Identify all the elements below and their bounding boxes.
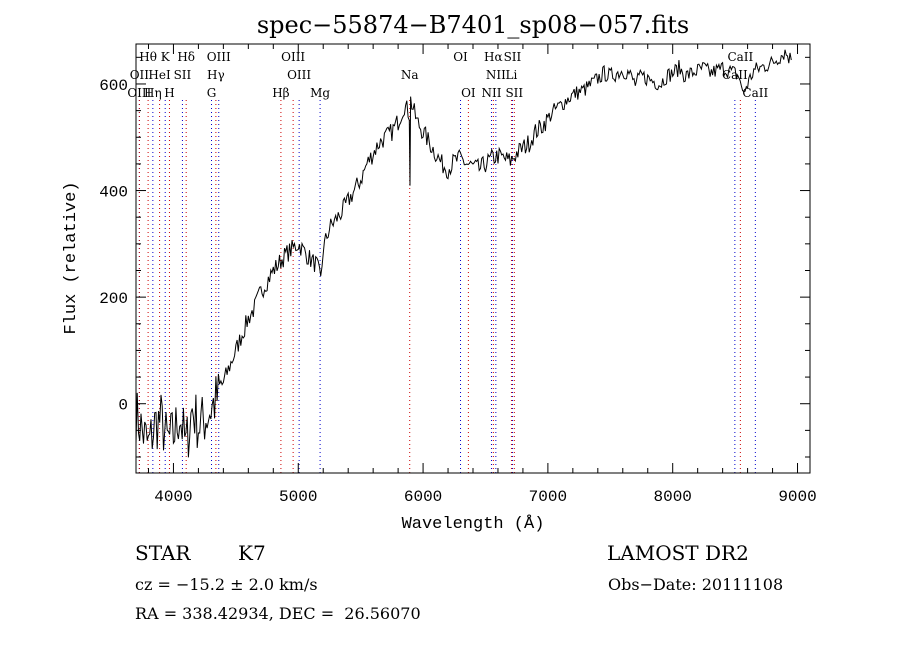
x-axis-tick-labels: 4000 5000 6000 7000 8000 9000 (154, 488, 816, 506)
marker-label: Hα (484, 50, 503, 64)
marker-label: OIII (287, 68, 311, 82)
marker-label: Hη (144, 86, 162, 100)
y-tick-label: 200 (99, 290, 128, 308)
marker-label: CaII (727, 50, 753, 64)
marker-label: Mg (310, 86, 330, 100)
marker-label: OIII (281, 50, 305, 64)
chart-title: spec−55874−B7401_sp08−057.fits (257, 11, 689, 39)
y-tick-label: 400 (99, 184, 128, 202)
radial-velocity: cz = −15.2 ± 2.0 km/s (135, 575, 318, 594)
x-tick-label: 6000 (404, 488, 442, 506)
marker-label: CaII (742, 86, 768, 100)
marker-label: HeI (148, 68, 171, 82)
marker-label: Hδ (177, 50, 195, 64)
marker-label: Na (401, 68, 419, 82)
y-axis-label: Flux (relative) (62, 181, 81, 334)
y-tick-label: 600 (99, 77, 128, 95)
marker-lines (138, 100, 756, 473)
marker-label: OII (130, 68, 150, 82)
observation-date: Obs−Date: 20111108 (608, 575, 784, 594)
marker-label: Hγ (207, 68, 225, 82)
sky-coordinates: RA = 338.42934, DEC = 26.56070 (135, 604, 421, 623)
x-axis-ticks (147, 44, 799, 473)
marker-label: OI (453, 50, 468, 64)
marker-label: Hθ (139, 50, 157, 64)
marker-label: NII (486, 68, 506, 82)
marker-label: NII (481, 86, 501, 100)
y-axis-ticks (136, 56, 810, 458)
survey-name: LAMOST DR2 (607, 541, 749, 565)
plot-frame (135, 43, 811, 474)
marker-label: OIII (207, 50, 231, 64)
marker-label: SII (174, 68, 192, 82)
marker-label: OIII (127, 86, 151, 100)
marker-label: Hβ (272, 86, 289, 100)
spectrum-series (135, 49, 792, 458)
x-tick-label: 7000 (529, 488, 567, 506)
object-class: STAR (135, 541, 191, 565)
y-axis-tick-labels: 0 200 400 600 (99, 77, 128, 415)
spectrum-line (135, 49, 792, 458)
y-tick-label: 0 (118, 397, 128, 415)
marker-label: K (161, 50, 171, 64)
marker-label: G (207, 86, 217, 100)
x-tick-label: 4000 (154, 488, 192, 506)
x-tick-label: 9000 (778, 488, 816, 506)
marker-label: SII (505, 86, 523, 100)
marker-label: SII (504, 50, 522, 64)
x-axis-label: Wavelength (Å) (402, 515, 545, 534)
marker-label: H (164, 86, 174, 100)
x-tick-label: 8000 (654, 488, 692, 506)
marker-label: Li (506, 68, 518, 82)
object-subclass: K7 (238, 541, 266, 565)
marker-label: OI (461, 86, 476, 100)
x-tick-label: 5000 (279, 488, 317, 506)
